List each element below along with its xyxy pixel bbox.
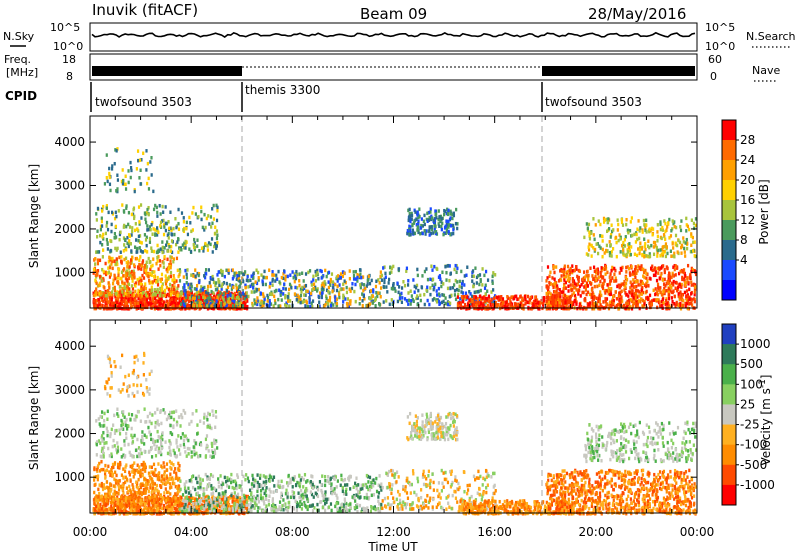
colorbar-tick-label: 28 <box>740 133 755 147</box>
ytick-label: 3000 <box>54 179 85 193</box>
colorbar-swatch <box>722 280 736 301</box>
power-colorbar-label: Power [dB] <box>757 179 771 244</box>
freq-band-twofsound-end <box>542 66 695 76</box>
nsky-right-tick-top: 10^5 <box>705 21 735 34</box>
colorbar-tick-label: 8 <box>740 233 748 247</box>
freq-tick-bottom: 8 <box>66 70 73 83</box>
colorbar-tick-label: -500 <box>740 458 767 472</box>
colorbar-tick-label: 1000 <box>740 337 771 351</box>
power-data-cells <box>92 147 698 311</box>
colorbar-tick-label: 12 <box>740 213 755 227</box>
power-panel: 1000 2000 3000 4000 Slant Range [km] 28 24 20… <box>27 115 771 311</box>
colorbar-tick-label: 100 <box>740 377 763 391</box>
colorbar-swatch <box>722 240 736 261</box>
ytick-label: 2000 <box>54 427 85 441</box>
ytick-label: 1000 <box>54 265 85 279</box>
cpid-row: CPID twofsound 3503 themis 3300 twofsoun… <box>5 82 642 112</box>
cpid-segment-1: twofsound 3503 <box>95 95 192 109</box>
colorbar-tick-label: 25 <box>740 397 755 411</box>
colorbar-swatch <box>722 424 736 446</box>
freq-label-line1: Freq. <box>4 53 31 66</box>
xtick-label: 16:00 <box>477 525 512 539</box>
colorbar-swatch <box>722 484 736 506</box>
nsky-label: N.Sky <box>3 30 35 43</box>
beam-label: Beam 09 <box>360 5 427 23</box>
xtick-label: 00:00 <box>73 525 108 539</box>
colorbar-swatch <box>722 220 736 241</box>
nsky-right-tick-bottom: 10^0 <box>705 40 735 53</box>
xtick-label: 08:00 <box>275 525 310 539</box>
nave-tick-bottom: 0 <box>710 70 717 83</box>
colorbar-tick-label: 4 <box>740 253 748 267</box>
nave-tick-top: 60 <box>708 53 722 66</box>
colorbar-swatch <box>722 200 736 221</box>
colorbar-swatch <box>722 384 736 405</box>
nsky-tick-top: 10^5 <box>50 21 80 34</box>
colorbar-swatch <box>722 160 736 181</box>
colorbar-swatch <box>722 464 736 486</box>
colorbar-swatch <box>722 444 736 466</box>
xtick-label: 04:00 <box>174 525 209 539</box>
xtick-label: 00:00 <box>680 525 715 539</box>
colorbar-swatch <box>722 364 736 385</box>
nsearch-label: N.Search <box>746 30 796 43</box>
cpid-segment-2: themis 3300 <box>245 83 320 97</box>
xtick-label: 12:00 <box>376 525 411 539</box>
ytick-label: 4000 <box>54 135 85 149</box>
ytick-label: 3000 <box>54 383 85 397</box>
colorbar-swatch <box>722 120 736 141</box>
velocity-xlabel: Time UT <box>367 540 418 554</box>
colorbar-swatch <box>722 344 736 365</box>
nsky-tick-bottom: 10^0 <box>53 40 83 53</box>
ytick-label: 4000 <box>54 339 85 353</box>
colorbar-swatch <box>722 404 736 426</box>
colorbar-tick-label: 16 <box>740 193 755 207</box>
xtick-label: 20:00 <box>579 525 614 539</box>
cpid-segment-3: twofsound 3503 <box>545 95 642 109</box>
power-ylabel: Slant Range [km] <box>27 164 41 268</box>
colorbar-tick-label: 20 <box>740 173 755 187</box>
colorbar-swatch <box>722 140 736 161</box>
colorbar-tick-label: -100 <box>740 438 767 452</box>
freq-tick-top: 18 <box>62 53 76 66</box>
velocity-data-cells <box>92 351 698 516</box>
date-label: 28/May/2016 <box>588 5 686 23</box>
colorbar-tick-label: 24 <box>740 153 755 167</box>
colorbar-tick-label: 500 <box>740 357 763 371</box>
freq-label-line2: [MHz] <box>6 66 38 79</box>
radar-title: Inuvik (fitACF) <box>92 1 198 19</box>
velocity-colorbar-label: Velocity [m s-1] <box>758 375 773 466</box>
nsky-trace <box>91 31 696 38</box>
nave-label: Nave <box>752 64 780 77</box>
ytick-label: 2000 <box>54 222 85 236</box>
colorbar-tick-label: -25 <box>740 418 760 432</box>
velocity-panel: 1000 2000 3000 4000 00:00 04:00 08:00 12:00 16:… <box>27 319 775 554</box>
cpid-label: CPID <box>5 89 37 103</box>
colorbar-swatch <box>722 324 736 345</box>
velocity-ylabel: Slant Range [km] <box>27 366 41 470</box>
nsky-panel: N.Sky 10^5 10^0 10^5 10^0 N.Search <box>3 21 796 53</box>
ytick-label: 1000 <box>54 470 85 484</box>
freq-band-twofsound-start <box>92 66 242 76</box>
colorbar-tick-label: -1000 <box>740 478 775 492</box>
colorbar-swatch <box>722 180 736 201</box>
freq-panel: Freq. [MHz] 18 8 60 0 Nave <box>4 53 780 83</box>
colorbar-swatch <box>722 260 736 281</box>
